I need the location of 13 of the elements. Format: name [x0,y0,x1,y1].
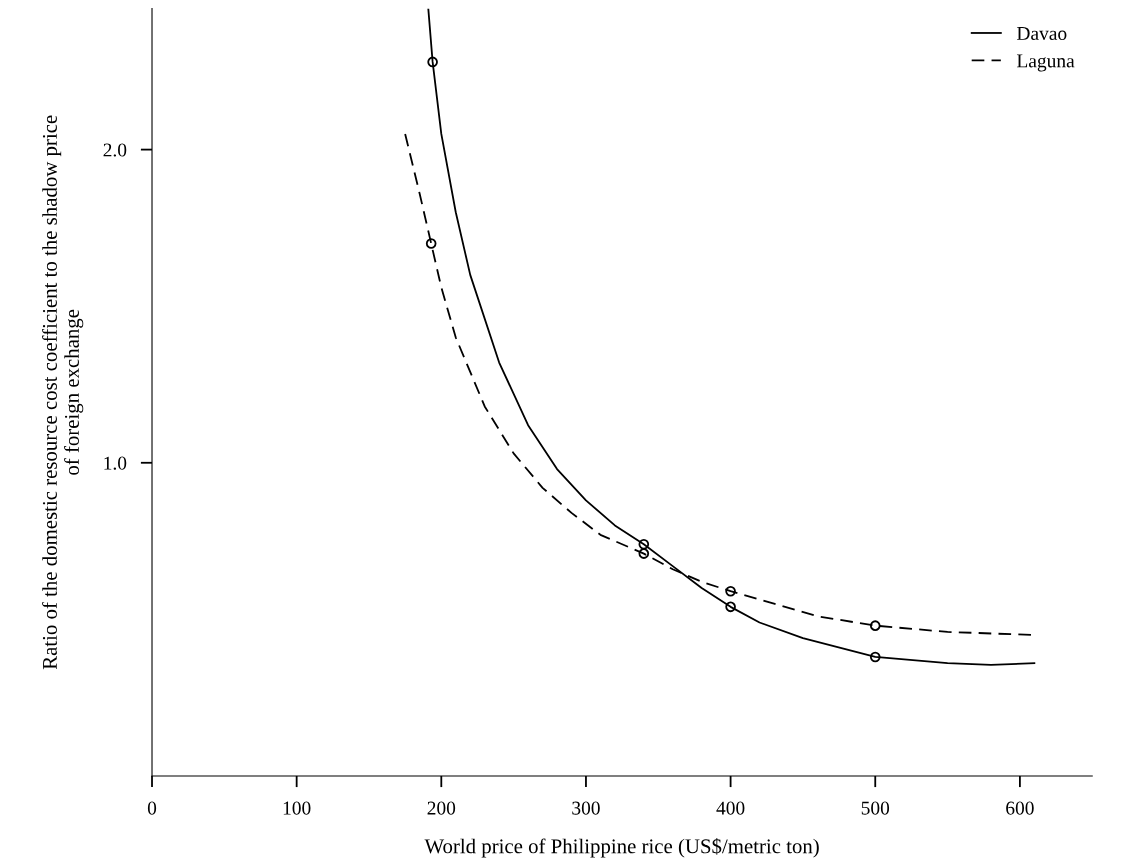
x-tick-label: 200 [427,801,456,815]
x-tick-label: 0 [147,801,157,815]
y-axis-title: Ratio of the domestic resource cost coefficient to the shadow price of foreign exchange [42,115,84,670]
y-tick-label: 1.0 [104,456,127,470]
x-axis-title: World price of Philippine rice (US$/metric ton) [424,838,819,858]
legend-label: Davao [1016,27,1067,40]
legend-label: Laguna [1016,54,1075,72]
x-tick-label: 400 [716,801,745,815]
x-tick-label: 300 [572,801,600,815]
x-tick-label: 500 [861,801,890,815]
x-tick-label: 100 [283,801,311,815]
x-tick-label: 600 [1006,801,1034,815]
y-tick-label: 2.0 [103,143,127,157]
